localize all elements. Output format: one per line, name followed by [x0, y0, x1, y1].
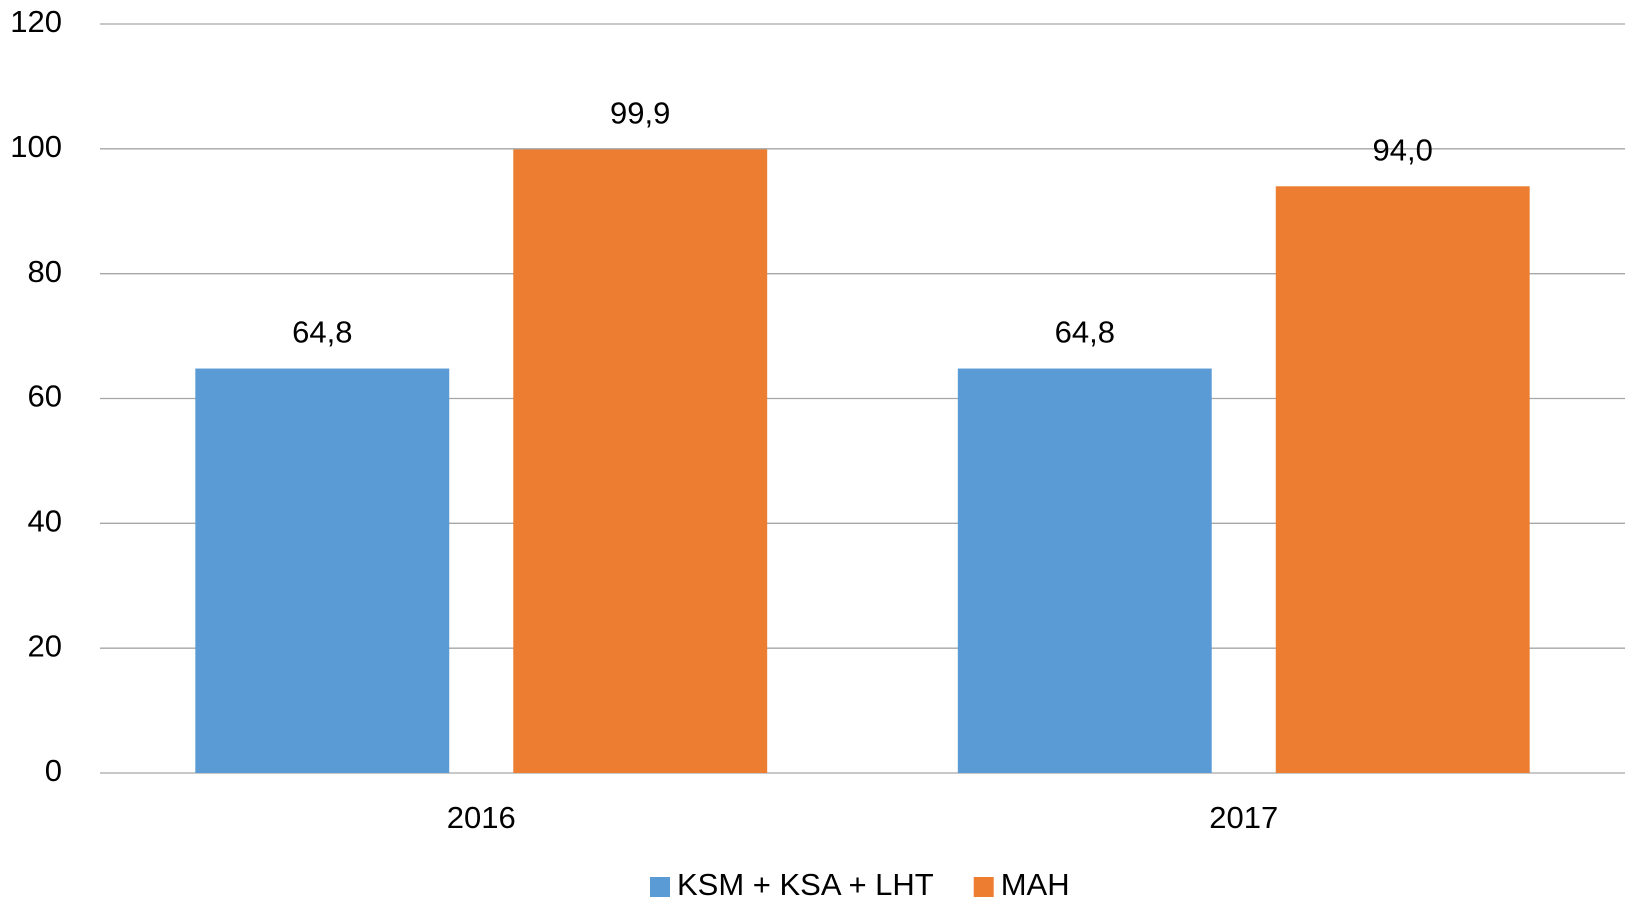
legend-swatch — [973, 877, 994, 897]
legend-label: KSM + KSA + LHT — [677, 867, 934, 902]
y-tick-label: 80 — [28, 254, 62, 289]
legend-label: MAH — [1001, 867, 1070, 902]
data-label: 64,8 — [292, 315, 352, 350]
y-tick-label: 120 — [10, 4, 62, 39]
x-tick-label: 2017 — [1209, 800, 1278, 835]
bar — [957, 368, 1212, 773]
legend-swatch — [650, 877, 670, 897]
y-tick-label: 0 — [45, 753, 62, 788]
bar — [513, 149, 768, 773]
y-tick-label: 40 — [28, 504, 62, 539]
data-label: 64,8 — [1055, 315, 1115, 350]
y-tick-label: 100 — [10, 129, 62, 164]
bar — [1275, 186, 1530, 774]
data-label: 99,9 — [610, 96, 670, 131]
y-tick-label: 60 — [28, 379, 62, 414]
data-label: 94,0 — [1373, 132, 1433, 167]
bar — [195, 368, 450, 773]
y-tick-label: 20 — [28, 628, 62, 663]
x-tick-label: 2016 — [447, 800, 516, 835]
